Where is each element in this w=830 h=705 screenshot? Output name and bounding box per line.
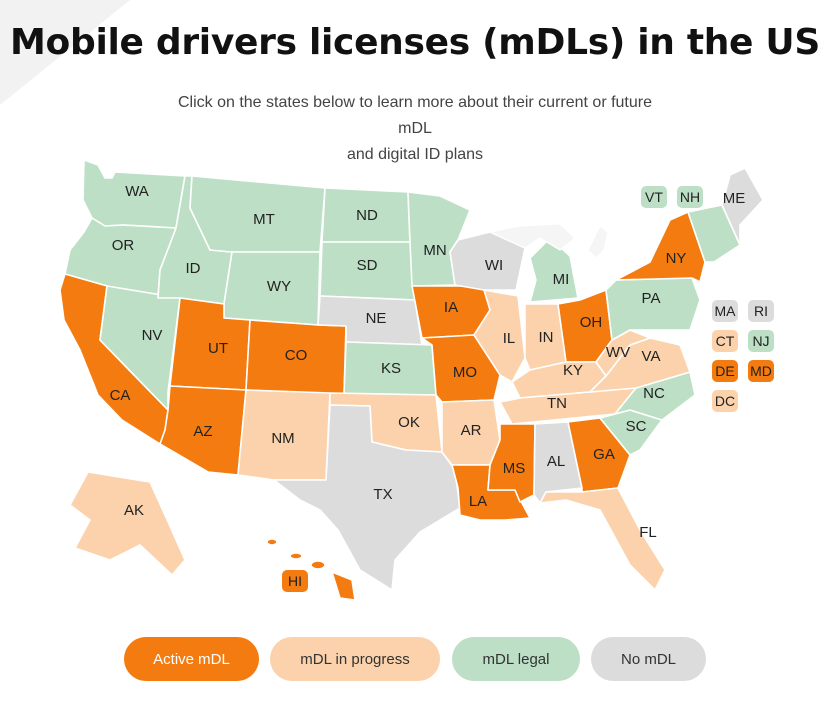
page-subtitle: Click on the states below to learn more … — [160, 90, 670, 168]
state-sd[interactable] — [319, 241, 416, 301]
state-ne-region[interactable] — [687, 204, 741, 263]
state-hi[interactable] — [266, 538, 356, 601]
lake-shapes — [488, 223, 609, 259]
corner-decoration — [0, 0, 130, 105]
page-title: Mobile drivers licenses (mDLs) in the US — [10, 22, 820, 63]
state-chip-ct[interactable]: CT — [712, 330, 738, 352]
state-wy[interactable] — [223, 251, 321, 326]
state-mi[interactable] — [529, 237, 579, 303]
state-shapes — [59, 159, 764, 601]
subtitle-line-1: Click on the states below to learn more … — [177, 94, 652, 137]
state-chip-vt[interactable]: VT — [641, 186, 667, 208]
state-chip-md[interactable]: MD — [748, 360, 774, 382]
state-ar[interactable] — [441, 399, 501, 466]
state-chip-de[interactable]: DE — [712, 360, 738, 382]
state-nm[interactable] — [237, 389, 331, 481]
state-nd[interactable] — [321, 187, 411, 243]
state-chip-ri[interactable]: RI — [748, 300, 774, 322]
state-ks[interactable] — [343, 341, 437, 396]
state-wa[interactable] — [82, 159, 186, 229]
state-mt[interactable] — [189, 175, 326, 253]
state-fl[interactable] — [539, 487, 666, 591]
state-chip-nh[interactable]: NH — [677, 186, 703, 208]
state-pa[interactable] — [605, 277, 701, 341]
state-co[interactable] — [245, 319, 347, 396]
state-me[interactable] — [721, 167, 764, 246]
state-ak[interactable] — [69, 471, 186, 576]
legend-progress[interactable]: mDL in progress — [270, 637, 440, 681]
state-chip-dc[interactable]: DC — [712, 390, 738, 412]
subtitle-line-2: and digital ID plans — [346, 146, 484, 163]
legend-legal[interactable]: mDL legal — [452, 637, 580, 681]
state-tx[interactable] — [273, 404, 461, 591]
state-az[interactable] — [159, 385, 247, 476]
legend-none[interactable]: No mDL — [591, 637, 706, 681]
state-label-hi[interactable]: HI — [282, 570, 308, 592]
state-chip-ma[interactable]: MA — [712, 300, 738, 322]
legend-active[interactable]: Active mDL — [124, 637, 259, 681]
state-il[interactable] — [473, 289, 526, 383]
state-chip-nj[interactable]: NJ — [748, 330, 774, 352]
